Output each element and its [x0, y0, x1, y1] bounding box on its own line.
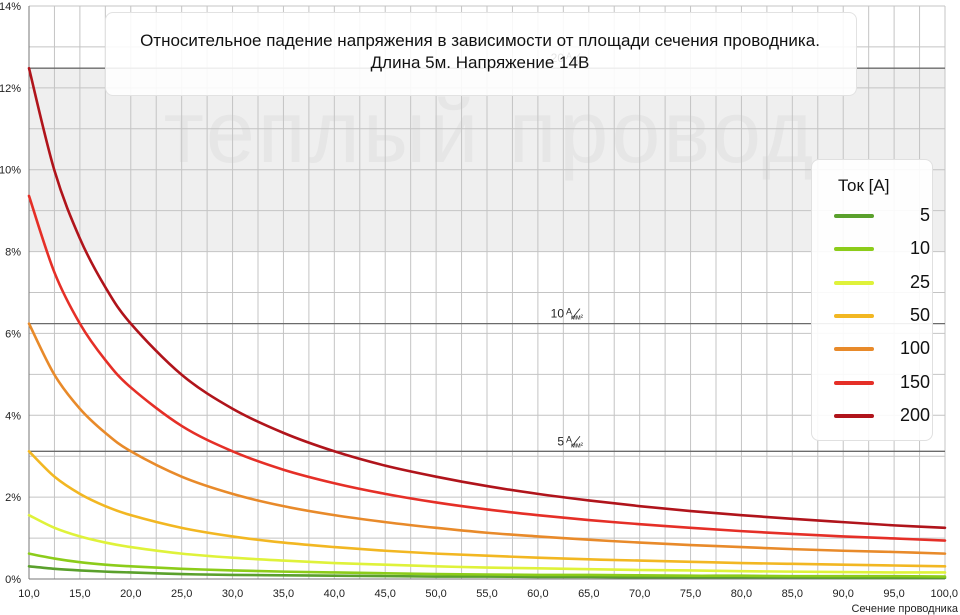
series-line-150: [27, 194, 947, 542]
legend-swatch: [834, 380, 874, 385]
x-tick-label: 75,0: [680, 588, 701, 600]
chart-subtitle: Длина 5м. Напряжение 14В: [370, 53, 590, 72]
watermark-text: теплый провод: [164, 82, 817, 181]
y-tick-label: 6%: [5, 328, 21, 340]
series-line-50: [27, 450, 947, 568]
legend-item-10: 10: [834, 238, 930, 260]
series-lines: [27, 66, 947, 580]
legend-label: 10: [909, 238, 930, 259]
reference-value: 10: [551, 307, 565, 321]
series-line-5: [27, 565, 947, 580]
x-tick-label: 20,0: [120, 588, 141, 600]
x-tick-label: 70,0: [629, 588, 650, 600]
y-tick-label: 12%: [0, 83, 21, 95]
x-tick-label: 40,0: [324, 588, 345, 600]
reference-unit-top: А: [566, 307, 572, 317]
chart-title: Относительное падение напряжения в завис…: [140, 31, 820, 50]
legend-swatch: [834, 247, 874, 252]
y-tick-label: 14%: [0, 1, 21, 13]
legend-swatch: [834, 347, 874, 352]
reference-unit-bottom: мм²: [571, 442, 584, 449]
x-tick-label: 95,0: [883, 588, 904, 600]
legend-label: 50: [909, 304, 930, 325]
x-tick-label: 60,0: [527, 588, 548, 600]
legend-item-50: 50: [834, 305, 930, 327]
reference-unit-bottom: мм²: [571, 315, 584, 322]
x-tick-label: 15,0: [69, 588, 90, 600]
legend-title: Ток [А]: [838, 176, 890, 195]
legend-item-25: 25: [834, 272, 930, 294]
series-line-10: [27, 552, 947, 578]
legend-label: 200: [899, 404, 930, 425]
legend-item-150: 150: [834, 372, 930, 394]
watermark: теплый провод: [164, 82, 817, 181]
reference-unit-slash: [571, 308, 581, 319]
title-box: [105, 12, 857, 96]
x-tick-label: 80,0: [731, 588, 752, 600]
series-line-25: [27, 513, 947, 574]
legend-swatch: [834, 214, 874, 218]
y-tick-label: 4%: [5, 410, 21, 422]
x-tick-label: 90,0: [833, 588, 854, 600]
legend-swatch: [834, 313, 874, 318]
reference-unit-slash: [571, 436, 581, 447]
reference-unit-top: А: [566, 434, 572, 444]
x-tick-label: 45,0: [375, 588, 396, 600]
legend: Ток [А] 5 10 25 50 100 150 200: [811, 159, 933, 441]
legend-item-200: 200: [834, 405, 930, 427]
legend-swatch: [834, 413, 874, 418]
y-tick-label: 2%: [5, 492, 21, 504]
legend-label: 100: [899, 338, 930, 359]
series-line-200: [27, 66, 947, 530]
x-tick-label: 10,0: [18, 588, 39, 600]
series-line-100: [27, 322, 947, 555]
legend-label: 5: [919, 205, 930, 225]
legend-item-5: 5: [834, 205, 930, 227]
y-tick-label: 10%: [0, 165, 21, 177]
x-tick-label: 55,0: [476, 588, 497, 600]
chart-title-block: Относительное падение напряжения в завис…: [105, 30, 855, 74]
y-tick-label: 0%: [5, 574, 21, 586]
x-tick-label: 65,0: [578, 588, 599, 600]
legend-label: 150: [899, 371, 930, 392]
y-tick-label: 8%: [5, 247, 21, 259]
legend-item-100: 100: [834, 338, 930, 360]
legend-label: 25: [909, 271, 930, 292]
x-tick-label: 100,0: [930, 588, 958, 600]
axes: [28, 6, 945, 580]
reference-value: 5: [557, 434, 564, 448]
x-tick-label: 85,0: [782, 588, 803, 600]
x-tick-label: 35,0: [273, 588, 294, 600]
x-tick-label: 25,0: [171, 588, 192, 600]
x-axis-label: Сечение проводника: [851, 603, 958, 615]
x-tick-label: 50,0: [425, 588, 446, 600]
x-tick-label: 30,0: [222, 588, 243, 600]
legend-swatch: [834, 280, 874, 285]
